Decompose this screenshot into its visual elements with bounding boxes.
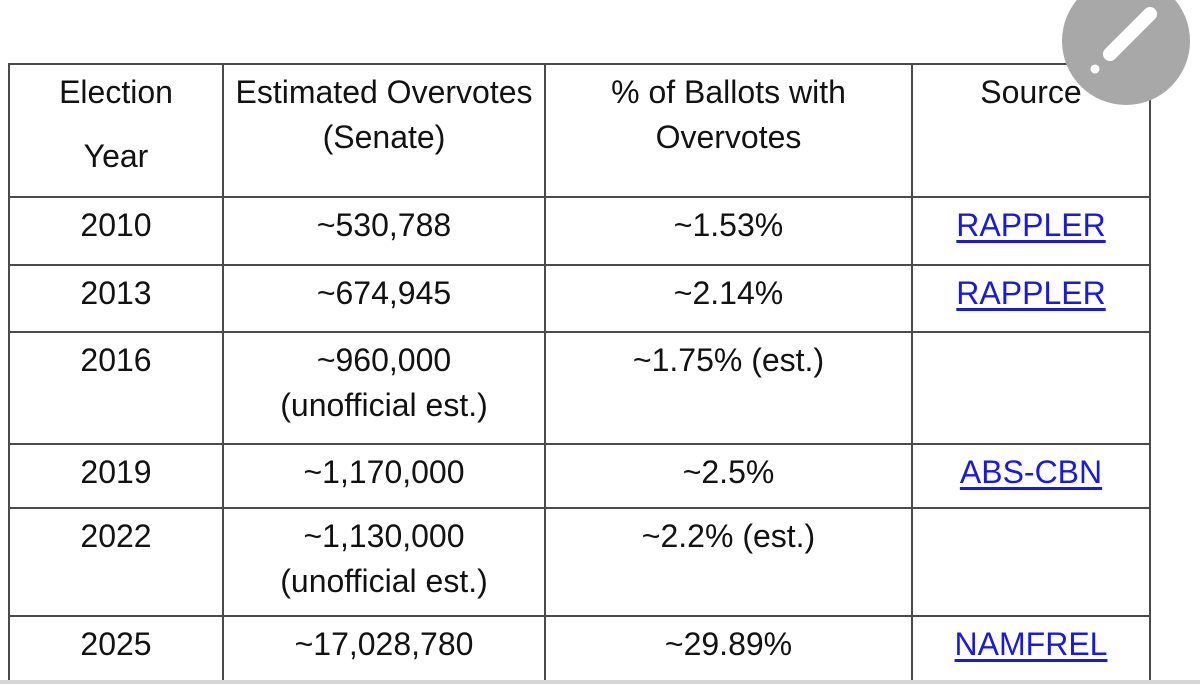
bottom-edge-strip [0,680,1200,684]
overvotes-cell: ~1,170,000 [222,443,546,509]
overvotes-line2: (unofficial est.) [280,387,488,423]
source-link-abs-cbn[interactable]: ABS-CBN [959,454,1103,490]
table-row: 2022 ~1,130,000 (unofficial est.) ~2.2% … [8,507,1151,617]
year-cell: 2025 [8,615,224,684]
percent-cell: ~29.89% [544,615,913,684]
column-header-election-year: Election Year [8,63,224,198]
table-row: 2010 ~530,788 ~1.53% RAPPLER [8,196,1151,266]
year-cell: 2016 [8,331,224,445]
header-election-line1: Election [59,74,173,110]
overvotes-cell: ~674,945 [222,264,546,333]
percent-cell: ~2.5% [544,443,913,509]
percent-cell: ~1.75% (est.) [544,331,913,445]
year-cell: 2019 [8,443,224,509]
overvotes-cell: ~530,788 [222,196,546,266]
source-cell-empty [911,331,1151,445]
source-cell: RAPPLER [911,264,1151,333]
source-link-rappler-2010[interactable]: RAPPLER [956,207,1106,243]
table-row: 2025 ~17,028,780 ~29.89% NAMFREL [8,615,1151,684]
source-cell: ABS-CBN [911,443,1151,509]
overvotes-line1: ~1,130,000 [303,518,465,554]
table-row: 2016 ~960,000 (unofficial est.) ~1.75% (… [8,331,1151,445]
percent-cell: ~1.53% [544,196,913,266]
year-cell: 2010 [8,196,224,266]
percent-cell: ~2.2% (est.) [544,507,913,617]
overvotes-table: Election Year Estimated Overvotes (Senat… [8,63,1151,684]
percent-cell: ~2.14% [544,264,913,333]
column-header-estimated-overvotes: Estimated Overvotes (Senate) [222,63,546,198]
overvotes-cell: ~960,000 (unofficial est.) [222,331,546,445]
overvotes-line2: (unofficial est.) [280,563,488,599]
year-cell: 2022 [8,507,224,617]
overvotes-line1: ~960,000 [316,342,452,378]
year-cell: 2013 [8,264,224,333]
column-header-percent-ballots: % of Ballots with Overvotes [544,63,913,198]
source-link-rappler-2013[interactable]: RAPPLER [956,275,1106,311]
pencil-icon [1062,0,1190,105]
edit-button[interactable] [1062,0,1190,105]
source-cell: NAMFREL [911,615,1151,684]
header-election-line2: Year [83,138,149,174]
table-row: 2019 ~1,170,000 ~2.5% ABS-CBN [8,443,1151,509]
overvotes-cell: ~1,130,000 (unofficial est.) [222,507,546,617]
source-link-namfrel[interactable]: NAMFREL [954,626,1108,662]
overvotes-cell: ~17,028,780 [222,615,546,684]
table-row: 2013 ~674,945 ~2.14% RAPPLER [8,264,1151,333]
source-cell: RAPPLER [911,196,1151,266]
source-cell-empty [911,507,1151,617]
header-row: Election Year Estimated Overvotes (Senat… [8,63,1151,198]
